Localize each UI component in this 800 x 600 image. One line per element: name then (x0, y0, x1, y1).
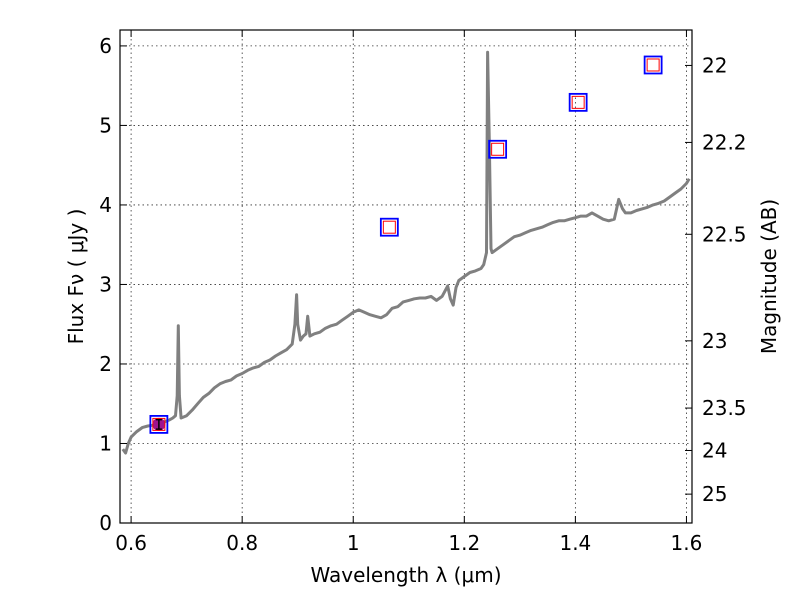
y-axis-ticks: 0 1 2 3 4 5 6 (99, 34, 127, 535)
y-tick-label: 0 (99, 511, 112, 535)
model-box (568, 92, 588, 112)
x-tick-label: 1.4 (559, 531, 591, 555)
y-tick-label: 5 (99, 113, 112, 137)
y2-tick-label: 23.5 (702, 396, 747, 420)
x-tick-label: 0.8 (226, 531, 258, 555)
y-tick-label: 4 (99, 193, 112, 217)
y2-axis-ticks: 22 22.2 22.5 23 23.5 24 25 (685, 53, 747, 506)
x-tick-label: 0.6 (115, 531, 147, 555)
y2-tick-label: 24 (702, 438, 727, 462)
y-tick-label: 6 (99, 34, 112, 58)
grid (120, 30, 692, 524)
y-tick-label: 2 (99, 352, 112, 376)
y2-tick-label: 22.2 (702, 130, 747, 154)
model-box-inner (152, 417, 166, 431)
y-tick-label: 3 (99, 272, 112, 296)
model-box-inner (382, 220, 396, 234)
model-box (488, 139, 508, 159)
x-tick-label: 1.2 (448, 531, 480, 555)
model-box (149, 414, 169, 434)
x-axis-label: Wavelength λ (μm) (310, 563, 501, 587)
y2-tick-label: 23 (702, 329, 727, 353)
model-box-inner (646, 58, 660, 72)
y-axis-label: Flux Fν ( μJy ) (64, 209, 88, 345)
y2-tick-label: 22 (702, 53, 727, 77)
model-box (643, 55, 663, 75)
plot-series (121, 50, 691, 455)
x-tick-label: 1.6 (671, 531, 703, 555)
y2-axis-label: Magnitude (AB) (757, 199, 781, 354)
model-box-inner (571, 95, 585, 109)
x-axis-ticks: 0.6 0.8 1 1.2 1.4 1.6 (115, 30, 702, 555)
y2-tick-label: 22.5 (702, 222, 747, 246)
model-box-inner (491, 142, 505, 156)
model-box (379, 217, 399, 237)
y2-tick-label: 25 (702, 482, 727, 506)
plot-frame (119, 29, 693, 524)
x-tick-label: 1 (347, 531, 360, 555)
spectrum-line (121, 50, 691, 455)
y-tick-label: 1 (99, 431, 112, 455)
